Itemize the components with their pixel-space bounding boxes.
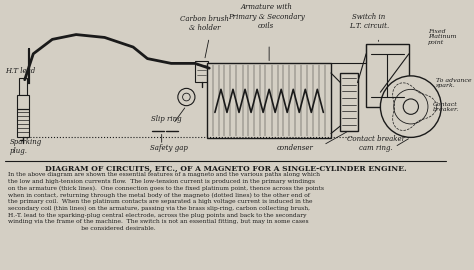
Circle shape bbox=[178, 88, 195, 106]
Text: Contact breaker
cam ring.: Contact breaker cam ring. bbox=[346, 135, 405, 152]
Bar bbox=[207, 63, 331, 138]
Text: DIAGRAM OF CIRCUITS, ETC., OF A MAGNETO FOR A SINGLE-CYLINDER ENGINE.: DIAGRAM OF CIRCUITS, ETC., OF A MAGNETO … bbox=[45, 164, 406, 172]
Bar bbox=[366, 44, 409, 107]
Circle shape bbox=[381, 76, 441, 137]
Text: In the above diagram are shown the essential features of a magneto and the vario: In the above diagram are shown the essen… bbox=[8, 172, 324, 231]
Text: Contact
breaker.: Contact breaker. bbox=[433, 102, 459, 112]
Text: Switch in
L.T. circuit.: Switch in L.T. circuit. bbox=[349, 13, 389, 30]
Circle shape bbox=[403, 99, 419, 114]
Text: To advance
spark.: To advance spark. bbox=[436, 77, 471, 88]
Text: Carbon brush
& holder: Carbon brush & holder bbox=[180, 15, 229, 32]
Bar bbox=[195, 60, 208, 82]
Bar bbox=[340, 73, 357, 131]
Text: Armature with
Primary & Secondary
coils: Armature with Primary & Secondary coils bbox=[228, 4, 305, 30]
Text: condenser: condenser bbox=[276, 144, 313, 152]
Text: H.T lead: H.T lead bbox=[5, 67, 35, 75]
Text: Slip ring: Slip ring bbox=[151, 115, 182, 123]
Bar bbox=[17, 109, 28, 137]
Bar bbox=[17, 95, 28, 109]
Text: Sparking
plug.: Sparking plug. bbox=[9, 137, 42, 155]
Text: Safety gap: Safety gap bbox=[150, 144, 188, 152]
Bar bbox=[19, 78, 27, 95]
Text: Fixed
Platinum
point: Fixed Platinum point bbox=[428, 29, 456, 45]
